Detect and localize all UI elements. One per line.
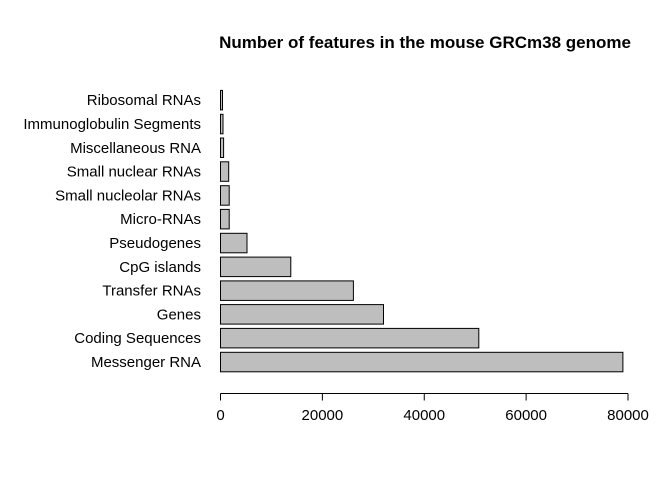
bar-ribosomal-rnas bbox=[220, 89, 223, 111]
category-label-small-nucleolar-rnas: Small nucleolar RNAs bbox=[55, 187, 201, 204]
category-label-genes: Genes bbox=[157, 306, 201, 323]
x-tick-label: 40000 bbox=[403, 407, 445, 424]
category-label-messenger-rna: Messenger RNA bbox=[91, 354, 201, 371]
bars-layer bbox=[220, 89, 624, 373]
category-label-ribosomal-rnas: Ribosomal RNAs bbox=[87, 92, 201, 109]
category-label-transfer-rnas: Transfer RNAs bbox=[102, 283, 201, 300]
category-label-cpg-islands: CpG islands bbox=[119, 259, 201, 276]
bar-genes bbox=[220, 304, 384, 325]
chart-title: Number of features in the mouse GRCm38 g… bbox=[219, 33, 631, 52]
x-tick-label: 0 bbox=[216, 407, 224, 424]
bar-transfer-rnas bbox=[220, 280, 354, 301]
category-label-micro-rnas: Micro-RNAs bbox=[120, 211, 201, 228]
x-tick-label: 20000 bbox=[302, 407, 344, 424]
bar-micro-rnas bbox=[220, 208, 230, 230]
category-label-small-nuclear-rnas: Small nuclear RNAs bbox=[67, 164, 201, 181]
bar-small-nuclear-rnas bbox=[220, 161, 230, 182]
bar-pseudogenes bbox=[220, 232, 248, 254]
category-label-miscellaneous-rna: Miscellaneous RNA bbox=[70, 140, 201, 157]
bar-messenger-rna bbox=[220, 351, 624, 373]
x-axis: 0 20000 40000 60000 80000 bbox=[216, 393, 649, 424]
bar-coding-sequences bbox=[220, 327, 480, 349]
category-label-pseudogenes: Pseudogenes bbox=[109, 235, 201, 252]
bar-miscellaneous-rna bbox=[220, 137, 225, 158]
bar-small-nucleolar-rnas bbox=[220, 185, 230, 206]
x-tick-label: 80000 bbox=[607, 407, 649, 424]
x-tick-label: 60000 bbox=[505, 407, 547, 424]
category-label-coding-sequences: Coding Sequences bbox=[74, 330, 201, 347]
category-label-immunoglobulin-segments: Immunoglobulin Segments bbox=[23, 116, 201, 133]
bar-immunoglobulin-segments bbox=[220, 113, 224, 135]
category-labels: Messenger RNA Coding Sequences Genes Transf… bbox=[23, 92, 201, 371]
bar-cpg-islands bbox=[220, 256, 292, 278]
